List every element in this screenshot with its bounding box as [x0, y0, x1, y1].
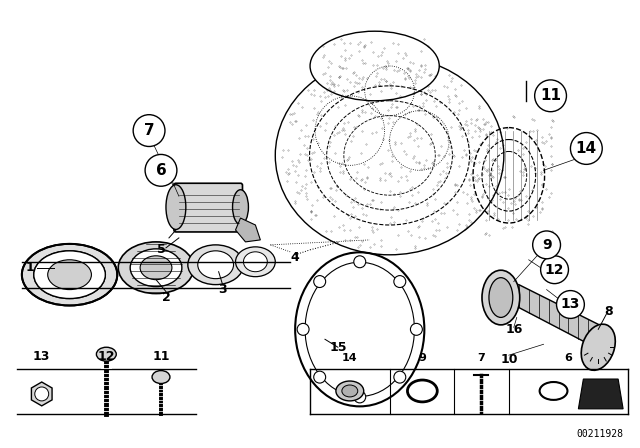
Text: 9: 9 — [419, 353, 426, 363]
Circle shape — [133, 115, 165, 146]
Ellipse shape — [336, 381, 364, 401]
Text: 7: 7 — [477, 353, 485, 363]
Circle shape — [145, 155, 177, 186]
Circle shape — [35, 387, 49, 401]
Text: 8: 8 — [604, 305, 612, 318]
Ellipse shape — [581, 324, 615, 370]
Text: 13: 13 — [33, 350, 51, 363]
Circle shape — [570, 133, 602, 164]
Ellipse shape — [140, 256, 172, 280]
Circle shape — [394, 276, 406, 288]
Ellipse shape — [243, 252, 268, 271]
Ellipse shape — [198, 251, 234, 279]
Circle shape — [541, 256, 568, 284]
Ellipse shape — [188, 245, 243, 284]
Polygon shape — [236, 218, 260, 242]
FancyBboxPatch shape — [174, 183, 243, 232]
Polygon shape — [579, 379, 623, 409]
Ellipse shape — [310, 31, 439, 101]
Ellipse shape — [34, 251, 106, 298]
Text: 6: 6 — [564, 353, 572, 363]
Circle shape — [532, 231, 561, 259]
Text: 2: 2 — [161, 291, 170, 304]
Circle shape — [410, 323, 422, 335]
Circle shape — [314, 276, 326, 288]
Text: 13: 13 — [561, 297, 580, 311]
Circle shape — [314, 371, 326, 383]
Text: 14: 14 — [342, 353, 358, 363]
Text: 15: 15 — [329, 341, 347, 354]
Ellipse shape — [118, 242, 194, 293]
Text: 16: 16 — [505, 323, 522, 336]
Ellipse shape — [166, 185, 186, 229]
Ellipse shape — [342, 385, 358, 397]
Ellipse shape — [130, 249, 182, 287]
Polygon shape — [519, 284, 608, 354]
Text: 5: 5 — [157, 243, 165, 256]
Text: 11: 11 — [152, 350, 170, 363]
Ellipse shape — [232, 190, 248, 224]
Circle shape — [557, 291, 584, 319]
Ellipse shape — [236, 247, 275, 277]
Text: 7: 7 — [144, 123, 154, 138]
Circle shape — [354, 391, 365, 403]
Text: 1: 1 — [26, 261, 34, 274]
Text: 4: 4 — [291, 251, 300, 264]
Ellipse shape — [97, 347, 116, 361]
Text: 9: 9 — [542, 238, 552, 252]
Ellipse shape — [22, 244, 117, 306]
Ellipse shape — [489, 278, 513, 318]
Circle shape — [534, 80, 566, 112]
Text: 11: 11 — [540, 88, 561, 103]
Ellipse shape — [152, 370, 170, 383]
Text: 3: 3 — [218, 283, 227, 296]
Circle shape — [394, 371, 406, 383]
Text: 12: 12 — [97, 350, 115, 363]
Text: 14: 14 — [576, 141, 597, 156]
Text: 12: 12 — [545, 263, 564, 277]
Ellipse shape — [275, 56, 504, 255]
Circle shape — [354, 256, 365, 268]
Ellipse shape — [48, 260, 92, 289]
Circle shape — [297, 323, 309, 335]
Text: 10: 10 — [500, 353, 518, 366]
Text: 00211928: 00211928 — [576, 429, 623, 439]
Text: 6: 6 — [156, 163, 166, 178]
Ellipse shape — [482, 270, 520, 325]
